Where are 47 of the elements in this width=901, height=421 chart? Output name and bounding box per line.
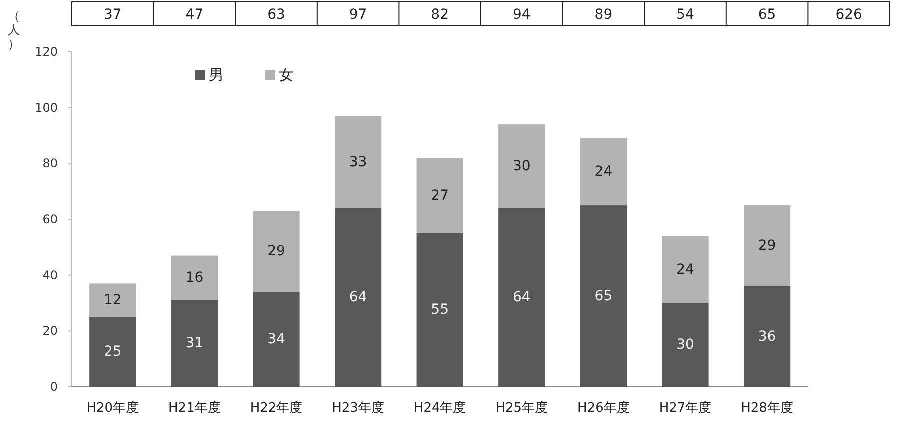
x-tick-label: H21年度 [168, 400, 221, 416]
data-label: 33 [349, 154, 368, 170]
data-label: 24 [676, 262, 694, 278]
x-tick-label: H27年度 [659, 400, 712, 416]
x-tick-label: H28年度 [741, 400, 794, 416]
x-tick-label: H26年度 [578, 400, 630, 416]
data-label: 65 [594, 288, 613, 304]
data-label: 31 [186, 336, 204, 352]
data-label: 55 [431, 302, 450, 318]
text: 47 [186, 7, 204, 23]
x-tick-label: H20年度 [86, 400, 140, 416]
data-label: 64 [349, 290, 368, 306]
text: 626 [836, 7, 863, 23]
data-label: 25 [104, 344, 122, 360]
legend-label: 男 [209, 66, 224, 84]
y-tick-label: 0 [50, 380, 58, 394]
text: 37 [104, 7, 122, 23]
x-tick-label: H23年度 [332, 400, 384, 416]
text: 94 [512, 7, 531, 23]
data-label: 29 [268, 244, 286, 260]
data-label: 30 [676, 337, 694, 354]
data-label: 36 [758, 328, 776, 345]
y-tick-label: 20 [42, 324, 58, 338]
data-label: 29 [758, 238, 776, 254]
legend-label: 女 [279, 66, 294, 84]
y-tick-label: 60 [42, 212, 58, 226]
data-label: 27 [431, 188, 450, 204]
x-tick-label: H24年度 [414, 400, 466, 416]
y-tick-label: 40 [42, 268, 58, 282]
y-tick-label: 80 [42, 156, 58, 171]
data-label: 64 [512, 290, 531, 306]
data-label: 12 [104, 292, 122, 308]
data-label: 30 [512, 158, 531, 174]
text: 65 [758, 7, 776, 23]
text: 82 [431, 7, 450, 23]
y-axis-title: （人） [8, 9, 20, 51]
text: 97 [349, 7, 368, 23]
text: 89 [594, 7, 613, 23]
text: 54 [676, 7, 694, 23]
data-label: 24 [594, 164, 613, 180]
y-tick-label: 120 [35, 45, 58, 59]
x-tick-label: H25年度 [496, 400, 548, 416]
text: 63 [268, 7, 286, 23]
data-label: 16 [186, 270, 204, 286]
data-label: 34 [268, 332, 286, 348]
x-tick-label: H22年度 [250, 400, 303, 416]
y-tick-label: 100 [35, 100, 58, 115]
